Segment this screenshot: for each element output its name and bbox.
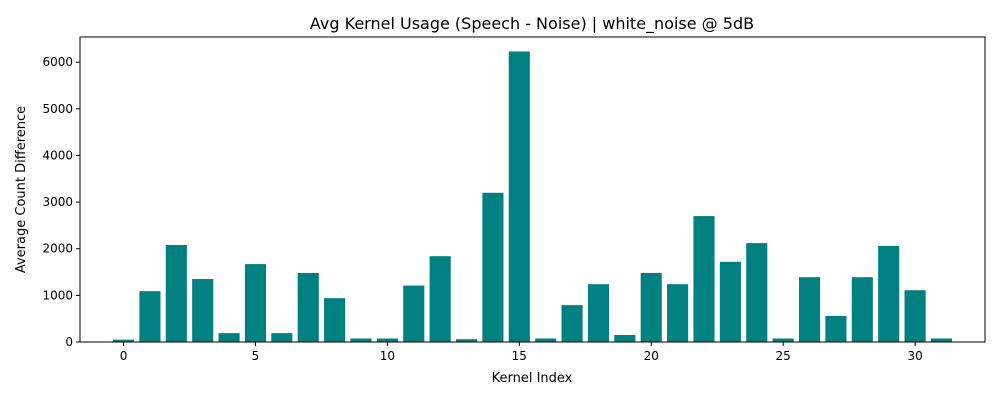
bar-kernel-22 bbox=[693, 216, 715, 342]
bar-kernel-24 bbox=[746, 243, 768, 342]
y-tick-label: 6000 bbox=[42, 55, 73, 69]
y-tick-label: 0 bbox=[65, 335, 73, 349]
bar-kernel-2 bbox=[165, 245, 187, 342]
bar-kernel-17 bbox=[561, 305, 583, 342]
y-tick-label: 2000 bbox=[42, 242, 73, 256]
x-tick-label: 5 bbox=[252, 349, 260, 363]
bar-kernel-30 bbox=[904, 290, 926, 342]
bar-kernel-15 bbox=[508, 51, 530, 343]
bar-kernel-10 bbox=[376, 338, 398, 342]
bar-kernel-4 bbox=[218, 333, 240, 342]
plot-frame bbox=[79, 36, 986, 343]
bar-kernel-3 bbox=[192, 279, 214, 342]
y-axis-ticks: 0 1000 2000 3000 4000 5000 6000 bbox=[42, 55, 80, 349]
x-tick-label: 20 bbox=[644, 349, 659, 363]
bar-kernel-5 bbox=[244, 264, 267, 342]
bar-kernel-8 bbox=[324, 298, 346, 342]
y-tick-label: 5000 bbox=[42, 102, 73, 116]
x-tick-label: 25 bbox=[776, 349, 791, 363]
bar-kernel-25 bbox=[772, 338, 794, 342]
bar-kernel-26 bbox=[798, 277, 821, 342]
bar-kernel-6 bbox=[271, 333, 293, 342]
bar-kernel-14 bbox=[482, 192, 504, 342]
x-tick-label: 30 bbox=[907, 349, 922, 363]
bar-kernel-19 bbox=[614, 335, 636, 342]
bar-kernel-11 bbox=[403, 285, 425, 342]
y-tick-label: 3000 bbox=[42, 195, 73, 209]
x-axis-label: Kernel Index bbox=[492, 371, 573, 386]
x-tick-label: 15 bbox=[512, 349, 527, 363]
bar-kernel-18 bbox=[587, 284, 610, 342]
y-axis-label: Average Count Difference bbox=[14, 106, 29, 273]
bars-layer bbox=[112, 51, 953, 343]
bar-kernel-0 bbox=[112, 339, 135, 342]
bar-kernel-29 bbox=[878, 245, 900, 342]
bar-kernel-31 bbox=[930, 338, 953, 342]
chart-title: Avg Kernel Usage (Speech - Noise) | whit… bbox=[310, 14, 754, 34]
bar-kernel-27 bbox=[825, 315, 847, 342]
bar-kernel-28 bbox=[851, 277, 873, 342]
bar-kernel-20 bbox=[640, 272, 662, 342]
x-axis-ticks: 0 5 10 15 20 25 30 bbox=[120, 342, 923, 363]
y-tick-label: 1000 bbox=[42, 288, 73, 302]
bar-kernel-13 bbox=[455, 339, 478, 342]
bar-kernel-1 bbox=[139, 291, 161, 342]
bar-kernel-7 bbox=[297, 272, 319, 342]
x-tick-label: 10 bbox=[380, 349, 395, 363]
x-tick-label: 0 bbox=[120, 349, 128, 363]
bar-kernel-16 bbox=[535, 338, 557, 342]
bar-kernel-12 bbox=[429, 256, 451, 342]
y-tick-label: 4000 bbox=[42, 148, 73, 162]
bar-kernel-21 bbox=[667, 284, 689, 342]
bar-kernel-9 bbox=[350, 338, 372, 342]
bar-kernel-23 bbox=[719, 261, 741, 342]
